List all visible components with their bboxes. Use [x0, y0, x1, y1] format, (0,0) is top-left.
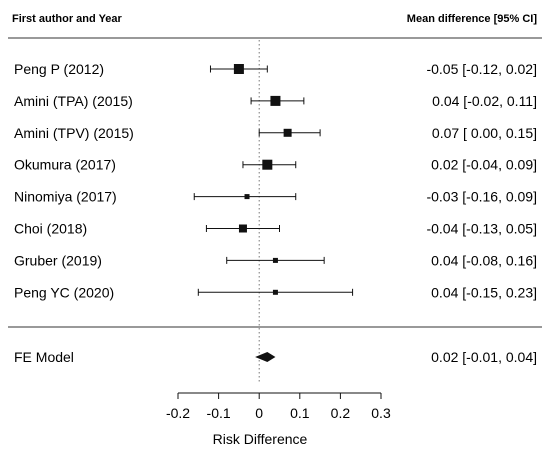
point-estimate	[244, 194, 250, 200]
x-tick-label: -0.2	[166, 405, 190, 421]
study-ci-text: 0.04 [-0.08, 0.16]	[431, 252, 537, 268]
study-ci-text: -0.05 [-0.12, 0.02]	[426, 61, 537, 77]
x-tick-label: 0.1	[290, 405, 310, 421]
study-label: Gruber (2019)	[14, 252, 102, 268]
study-label: Amini (TPA) (2015)	[14, 93, 133, 109]
point-estimate	[238, 224, 247, 233]
x-tick-label: 0	[255, 405, 263, 421]
summary-diamond	[255, 352, 276, 362]
summary-ci-text: 0.02 [-0.01, 0.04]	[431, 349, 537, 365]
header-right: Mean difference [95% CI]	[407, 13, 538, 25]
study-ci-text: -0.04 [-0.13, 0.05]	[426, 221, 537, 237]
summary-label: FE Model	[14, 349, 74, 365]
study-ci-text: 0.02 [-0.04, 0.09]	[431, 157, 537, 173]
header-left: First author and Year	[12, 13, 123, 25]
point-estimate	[272, 257, 278, 263]
study-label: Choi (2018)	[14, 221, 87, 237]
x-tick-label: 0.3	[371, 405, 391, 421]
plot-marks: Peng P (2012) -0.05 [-0.12, 0.02] Amini (T…	[14, 40, 537, 421]
study-ci-text: -0.03 [-0.16, 0.09]	[426, 189, 537, 205]
study-ci-text: 0.04 [-0.02, 0.11]	[432, 93, 537, 109]
point-estimate	[270, 95, 281, 106]
x-tick-label: 0.2	[331, 405, 351, 421]
study-label: Okumura (2017)	[14, 157, 116, 173]
point-estimate	[283, 128, 292, 137]
x-tick-label: -0.1	[207, 405, 231, 421]
x-axis-label: Risk Difference	[213, 431, 308, 447]
study-label: Peng P (2012)	[14, 61, 104, 77]
study-label: Ninomiya (2017)	[14, 189, 117, 205]
study-ci-text: 0.04 [-0.15, 0.23]	[431, 284, 537, 300]
study-label: Peng YC (2020)	[14, 284, 114, 300]
study-ci-text: 0.07 [ 0.00, 0.15]	[432, 125, 537, 141]
study-label: Amini (TPV) (2015)	[14, 125, 134, 141]
point-estimate	[272, 289, 278, 295]
point-estimate	[233, 64, 244, 74]
point-estimate	[262, 159, 273, 170]
